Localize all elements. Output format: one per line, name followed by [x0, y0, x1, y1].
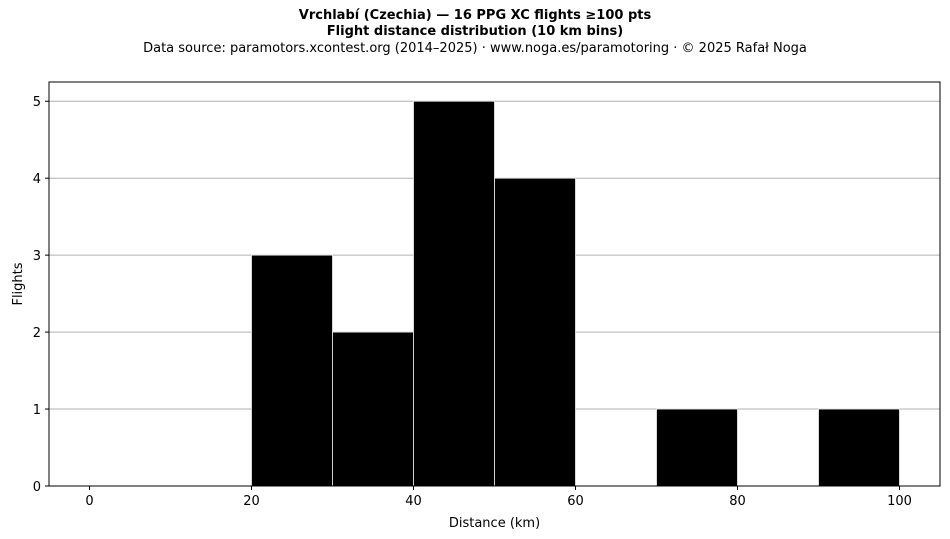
- plot-frame: [48, 81, 941, 487]
- y-tick-label: 2: [33, 326, 41, 341]
- histogram-bar: [656, 408, 738, 487]
- ticks-layer: 0 20 40 60 80 100 0 1 2 3 4 5: [33, 95, 912, 509]
- chart-source-note: Data source: paramotors.xcontest.org (20…: [143, 41, 807, 56]
- histogram-bar: [413, 100, 495, 487]
- histogram-bar: [494, 177, 576, 487]
- histogram-bar: [818, 408, 900, 487]
- y-axis-label: Flights: [11, 262, 26, 305]
- x-tick-label: 0: [85, 494, 93, 509]
- x-tick-label: 40: [405, 494, 422, 509]
- x-tick-label: 20: [243, 494, 260, 509]
- histogram-bar: [251, 254, 333, 487]
- bars-layer: [251, 100, 900, 487]
- x-tick-label: 80: [729, 494, 746, 509]
- chart-subtitle: Flight distance distribution (10 km bins…: [326, 24, 624, 39]
- y-tick-label: 1: [33, 403, 41, 418]
- chart-title: Vrchlabí (Czechia) — 16 PPG XC flights ≥…: [298, 8, 652, 23]
- y-tick-label: 0: [33, 480, 41, 495]
- y-tick-label: 4: [33, 172, 41, 187]
- y-tick-label: 5: [33, 95, 41, 110]
- y-tick-label: 3: [33, 249, 41, 264]
- histogram-bar: [332, 331, 414, 487]
- x-tick-label: 60: [567, 494, 584, 509]
- chart-titles: Vrchlabí (Czechia) — 16 PPG XC flights ≥…: [0, 8, 950, 57]
- x-tick-label: 100: [887, 494, 912, 509]
- x-axis-label: Distance (km): [449, 516, 540, 531]
